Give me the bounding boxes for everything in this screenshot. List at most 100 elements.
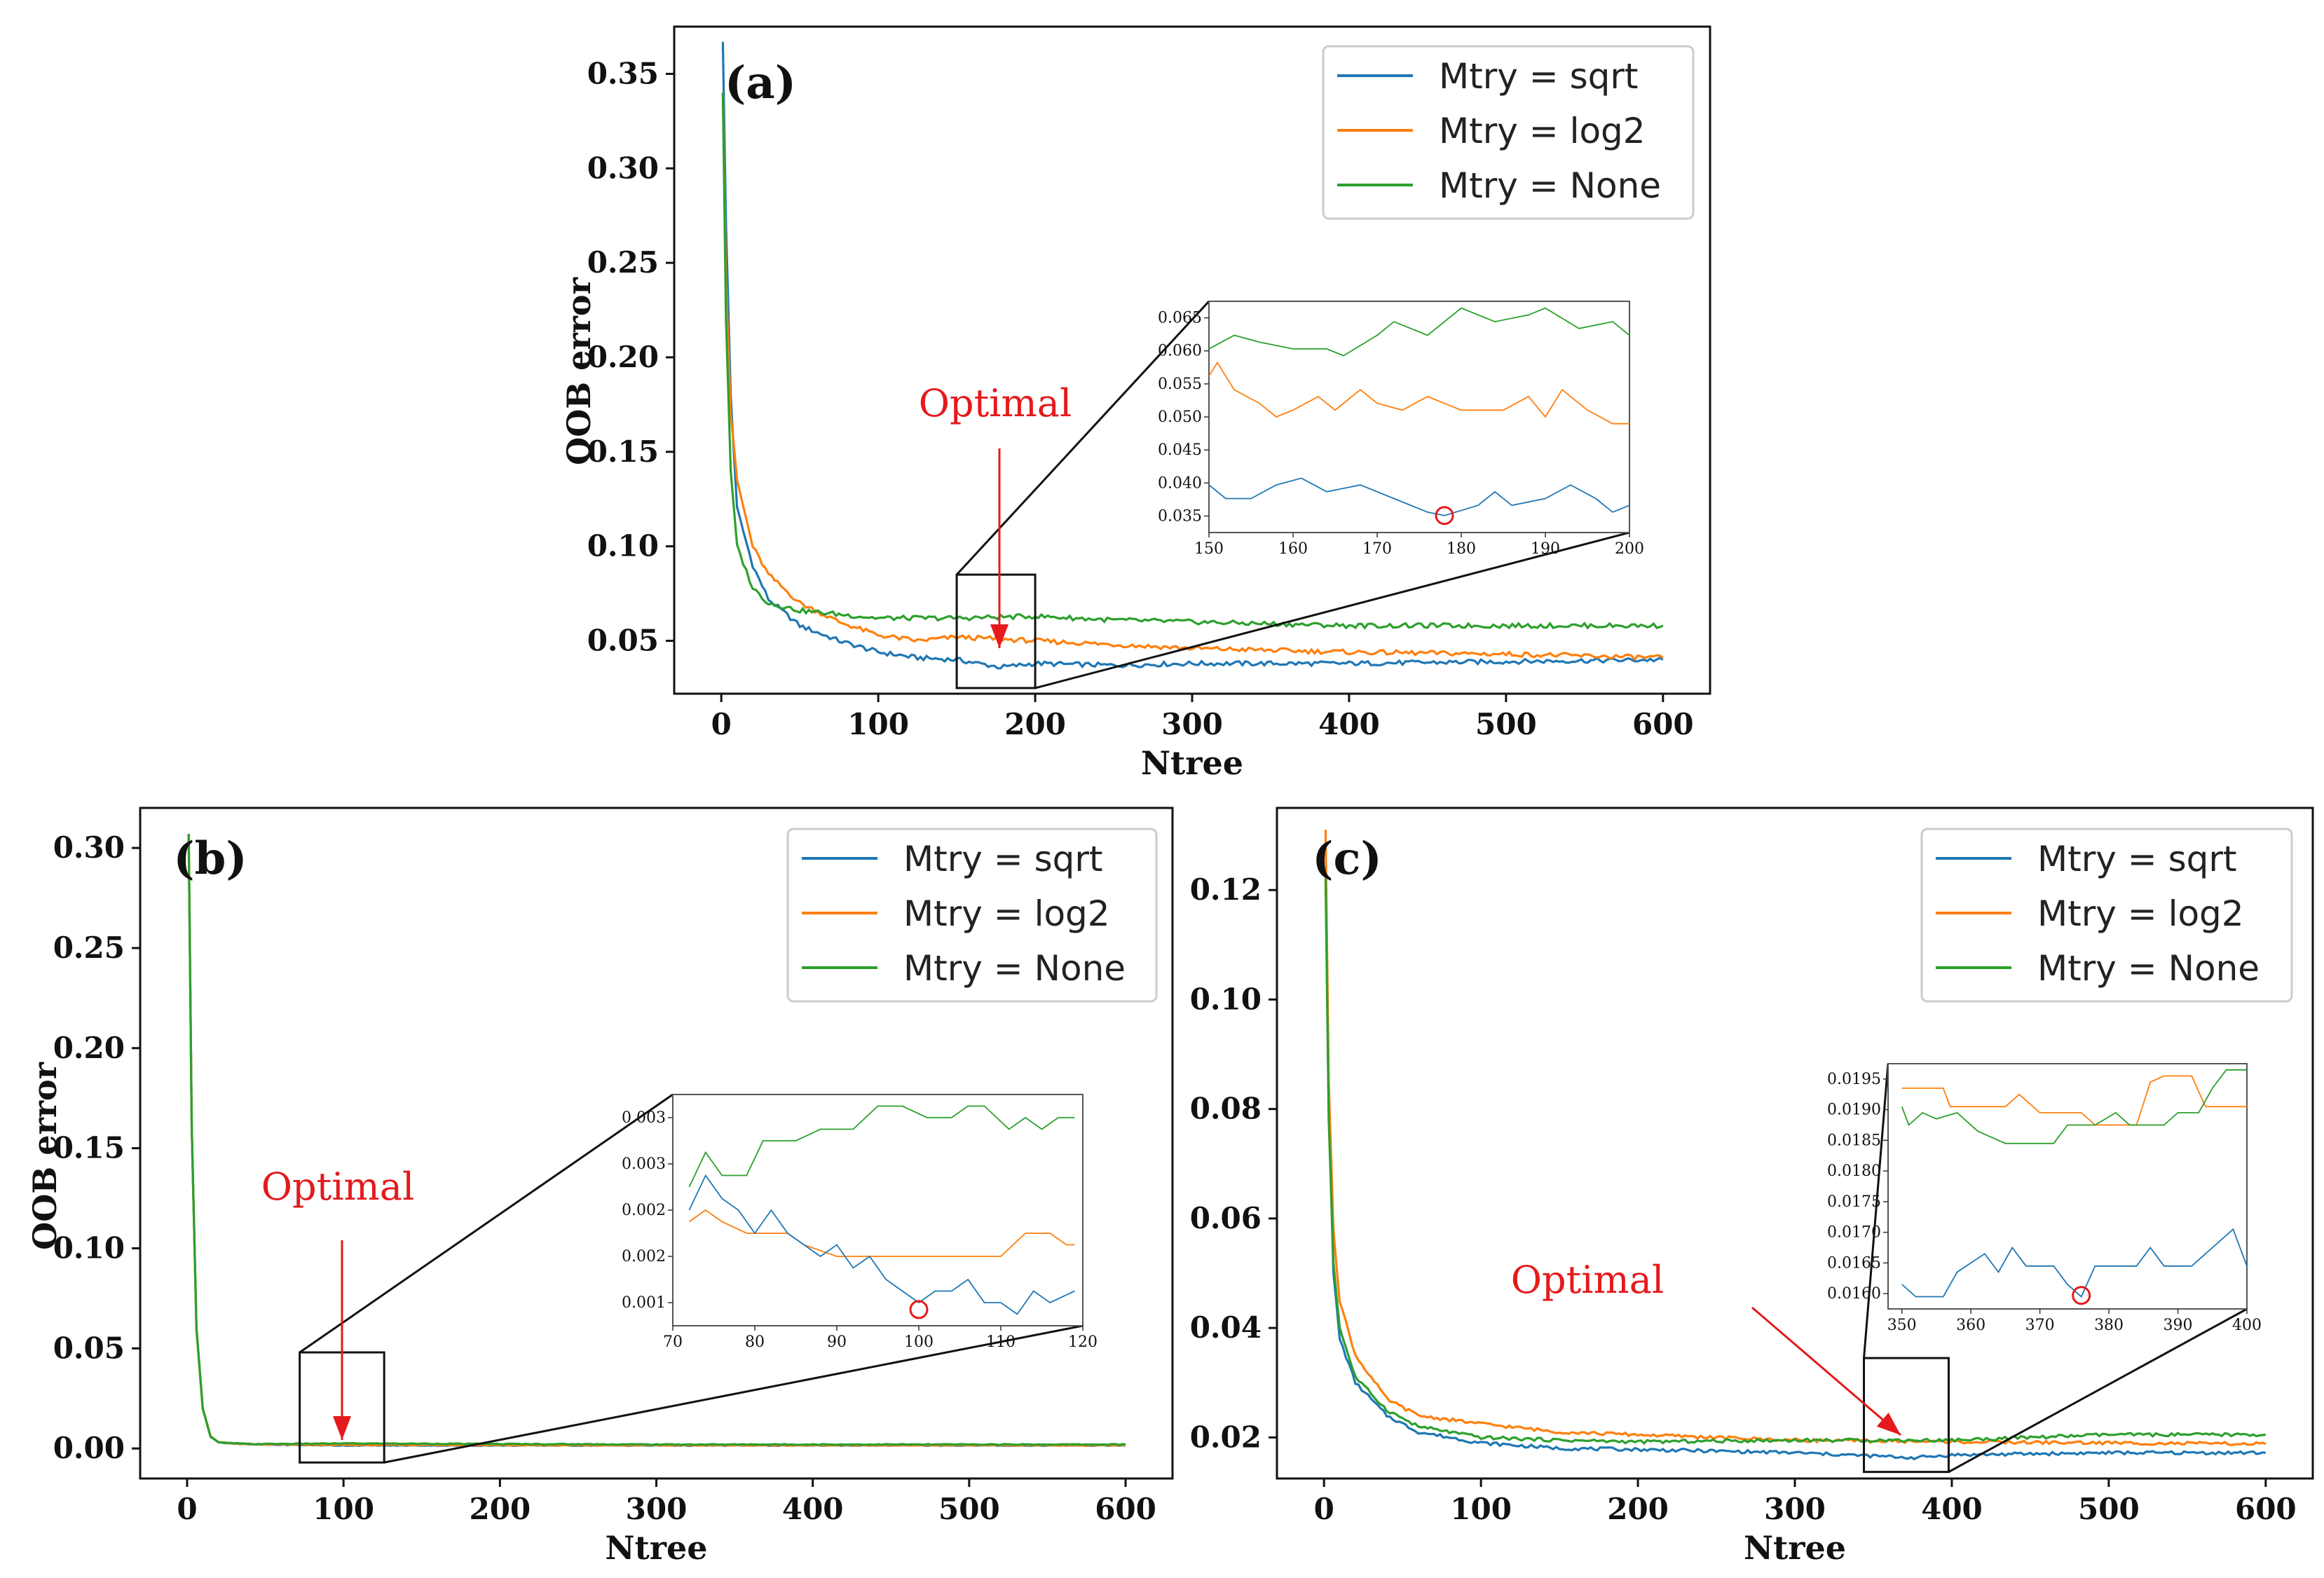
panel-label: (c) [1312, 832, 1382, 885]
x-axis-label: Ntree [605, 1529, 707, 1567]
zoom-connector [299, 1093, 674, 1354]
inset-x-tick-label: 90 [827, 1333, 847, 1351]
y-tick-label: 0.08 [1190, 1092, 1262, 1126]
series-line-sqrt [721, 41, 1664, 670]
legend-entry: Mtry = log2 [2037, 893, 2244, 934]
inset-y-tick-label: 0.0190 [1827, 1102, 1881, 1119]
legend-entry: Mtry = None [903, 948, 1126, 989]
inset-x-tick-label: 390 [2164, 1317, 2193, 1334]
legend-box [1322, 45, 1695, 220]
series-line-sqrt [1324, 867, 2266, 1461]
y-tick-label: 0.35 [587, 56, 659, 90]
y-tick-label: 0.05 [587, 623, 659, 657]
y-axis-label: OOB error [560, 277, 598, 465]
inset-x-tick-label: 350 [1887, 1317, 1917, 1334]
y-axis-label: OOB error [26, 1062, 64, 1249]
inset-x-tick-label: 370 [2025, 1317, 2055, 1334]
legend-entry: Mtry = sqrt [1439, 56, 1639, 97]
y-tick-label: 0.10 [587, 529, 659, 563]
inset-x-tick-label: 160 [1278, 540, 1308, 558]
inset-x-tick-label: 70 [663, 1333, 683, 1351]
inset-x-tick-label: 380 [2094, 1317, 2124, 1334]
inset-x-tick-label: 400 [2232, 1317, 2262, 1334]
y-tick-label: 0.15 [587, 434, 659, 469]
legend-entry: Mtry = None [1439, 165, 1661, 206]
legend-entry: Mtry = sqrt [903, 839, 1103, 879]
optimal-arrowhead [990, 624, 1009, 648]
legend-entry: Mtry = None [2037, 948, 2260, 989]
zoom-connector [1863, 1063, 1889, 1359]
zoom-box [1863, 1357, 1950, 1474]
panel-label: (b) [173, 832, 247, 885]
inset-y-tick-label: 0.055 [1158, 376, 1202, 393]
x-tick-label: 500 [2078, 1492, 2140, 1526]
y-tick-label: 0.04 [1190, 1310, 1262, 1345]
y-tick-label: 0.20 [587, 340, 659, 374]
zoom-connector [383, 1324, 1084, 1464]
optimal-arrowhead [333, 1416, 351, 1440]
x-tick-label: 0 [711, 707, 732, 741]
x-tick-label: 100 [313, 1492, 374, 1526]
inset-series-line-log2 [1209, 361, 1629, 425]
inset-y-tick-label: 0.002 [622, 1248, 666, 1265]
inset-y-tick-label: 0.002 [622, 1202, 666, 1219]
x-tick-label: 400 [1318, 707, 1380, 741]
inset-x-tick-label: 190 [1531, 540, 1560, 558]
inset-y-tick-label: 0.0195 [1827, 1071, 1881, 1088]
x-tick-label: 0 [1314, 1492, 1334, 1526]
inset-y-tick-label: 0.060 [1158, 343, 1202, 360]
x-tick-label: 600 [2235, 1492, 2297, 1526]
y-tick-label: 0.20 [53, 1031, 125, 1065]
y-tick-label: 0.00 [53, 1431, 125, 1465]
y-tick-label: 0.15 [53, 1131, 125, 1165]
x-axis-label: Ntree [1141, 744, 1243, 782]
x-tick-label: 100 [847, 707, 909, 741]
x-tick-label: 200 [1607, 1492, 1669, 1526]
y-tick-label: 0.05 [53, 1331, 125, 1365]
x-tick-label: 0 [177, 1492, 197, 1526]
x-tick-label: 300 [626, 1492, 688, 1526]
inset-x-tick-label: 80 [745, 1333, 765, 1351]
inset-x-tick-label: 150 [1194, 540, 1224, 558]
x-tick-label: 200 [469, 1492, 531, 1526]
y-tick-label: 0.25 [587, 245, 659, 280]
inset-y-tick-label: 0.0180 [1827, 1162, 1881, 1180]
inset-x-tick-label: 200 [1615, 540, 1644, 558]
inset-y-tick-label: 0.0160 [1827, 1285, 1881, 1303]
optimal-arrow [1751, 1306, 1901, 1436]
series-line-None [187, 834, 1126, 1446]
y-tick-label: 0.06 [1190, 1201, 1262, 1235]
inset-series-line-sqrt [1901, 1228, 2247, 1298]
x-tick-label: 300 [1161, 707, 1223, 741]
inset-y-tick-label: 0.035 [1158, 507, 1202, 525]
x-tick-label: 200 [1004, 707, 1066, 741]
optimal-marker-circle [1435, 506, 1454, 526]
inset-y-tick-label: 0.003 [622, 1109, 666, 1127]
x-tick-label: 400 [782, 1492, 844, 1526]
inset-x-tick-label: 100 [904, 1333, 934, 1351]
y-tick-label: 0.30 [587, 151, 659, 185]
inset-y-tick-label: 0.0170 [1827, 1224, 1881, 1242]
inset-frame [1887, 1063, 2248, 1310]
inset-x-tick-label: 120 [1068, 1333, 1098, 1351]
legend-box [1920, 828, 2293, 1003]
x-tick-label: 500 [1475, 707, 1537, 741]
chart-panel-b: 0 100 200 300 400 500 600 0.00 0.05 0.10 0.15 0.20 0… [26, 807, 1174, 1567]
inset-x-tick-label: 180 [1447, 540, 1476, 558]
inset-y-tick-label: 0.003 [622, 1155, 666, 1173]
chart-panel-a: 0 100 200 300 400 500 600 0.05 0.10 0.15 0.20 0.25 0… [560, 25, 1711, 782]
inset-y-tick-label: 0.001 [622, 1294, 666, 1312]
chart-panel-c: 0 100 200 300 400 500 600 0.02 0.04 0.06 0.08 0.10 0… [1190, 807, 2314, 1567]
inset-x-tick-label: 110 [986, 1333, 1016, 1351]
x-tick-label: 500 [938, 1492, 1000, 1526]
x-tick-label: 600 [1632, 707, 1694, 741]
inset-y-tick-label: 0.0175 [1827, 1193, 1881, 1211]
inset-series-line-None [688, 1105, 1075, 1188]
optimal-marker-circle [2072, 1286, 2091, 1305]
inset-y-tick-label: 0.050 [1158, 409, 1202, 426]
x-tick-label: 100 [1450, 1492, 1512, 1526]
inset-series-line-None [1209, 307, 1629, 357]
legend-box [786, 828, 1158, 1003]
inset-frame [1208, 301, 1630, 533]
